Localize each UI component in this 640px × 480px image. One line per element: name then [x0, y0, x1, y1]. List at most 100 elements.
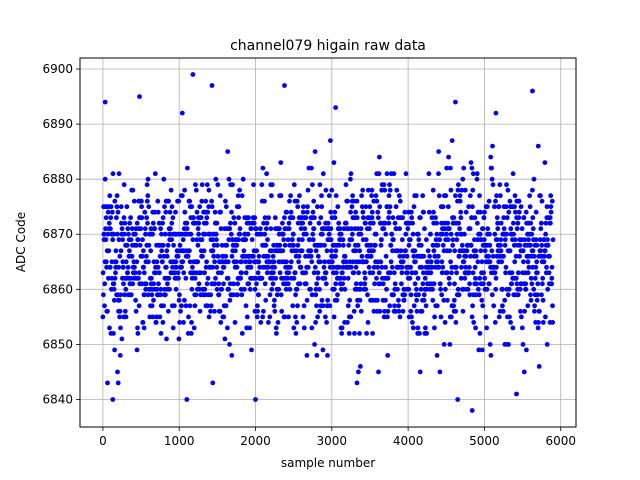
- data-point: [118, 292, 124, 298]
- data-point: [144, 182, 150, 188]
- data-point: [359, 204, 365, 210]
- data-point: [151, 297, 156, 303]
- data-point: [403, 231, 409, 237]
- data-point: [285, 237, 291, 243]
- data-point: [234, 259, 239, 265]
- data-point: [489, 248, 495, 254]
- data-point: [329, 187, 335, 193]
- data-point: [244, 314, 250, 320]
- data-point: [193, 182, 198, 188]
- data-point: [509, 270, 515, 276]
- data-point: [122, 292, 127, 298]
- data-point: [405, 226, 411, 232]
- data-point: [343, 220, 349, 226]
- data-point: [211, 242, 217, 248]
- data-point: [431, 248, 437, 254]
- data-point: [381, 182, 387, 188]
- data-point: [354, 198, 360, 204]
- data-point: [534, 259, 540, 265]
- data-point: [525, 303, 531, 309]
- data-point: [362, 275, 368, 281]
- data-point: [410, 320, 415, 325]
- data-point: [294, 248, 299, 254]
- data-point: [486, 253, 491, 259]
- data-point: [467, 292, 473, 298]
- data-point: [278, 193, 284, 199]
- data-point: [493, 275, 499, 281]
- data-point: [263, 242, 269, 248]
- data-point: [526, 264, 532, 270]
- data-point: [183, 303, 189, 309]
- data-point: [181, 320, 186, 325]
- data-point: [544, 204, 550, 210]
- data-point: [549, 281, 554, 287]
- data-point: [309, 259, 315, 265]
- data-point: [323, 270, 329, 276]
- data-point: [384, 171, 390, 177]
- data-point: [315, 275, 321, 281]
- data-point: [448, 231, 454, 237]
- data-point: [308, 286, 313, 292]
- data-point: [111, 331, 116, 336]
- data-point: [475, 220, 480, 226]
- data-point: [411, 253, 417, 259]
- data-point: [436, 171, 441, 177]
- data-point: [313, 292, 319, 298]
- data-point: [472, 215, 478, 221]
- data-point: [280, 248, 286, 254]
- data-point: [176, 336, 182, 342]
- data-point: [198, 270, 204, 276]
- data-point: [229, 209, 234, 215]
- data-point: [493, 286, 499, 292]
- data-point: [548, 204, 554, 210]
- data-point: [246, 215, 251, 221]
- data-point: [169, 220, 175, 226]
- data-point: [102, 281, 108, 287]
- data-point: [375, 209, 381, 215]
- data-point: [135, 331, 141, 336]
- data-point: [235, 281, 241, 287]
- data-point: [334, 297, 340, 303]
- data-point: [498, 248, 504, 254]
- data-point: [526, 237, 531, 243]
- data-point: [288, 193, 293, 199]
- data-point: [153, 270, 159, 276]
- data-point: [492, 204, 497, 210]
- data-point: [328, 138, 333, 144]
- data-point: [339, 270, 345, 276]
- data-point: [271, 270, 276, 276]
- data-point: [115, 209, 121, 215]
- data-point: [348, 171, 354, 177]
- data-point: [431, 209, 436, 215]
- data-point: [309, 292, 315, 298]
- data-point: [144, 215, 150, 221]
- data-point: [254, 248, 260, 254]
- data-point: [387, 303, 393, 309]
- data-point: [470, 171, 476, 177]
- data-point: [534, 297, 540, 303]
- data-point: [454, 270, 459, 276]
- data-point: [512, 193, 518, 199]
- data-point: [156, 220, 162, 226]
- data-point: [197, 308, 203, 314]
- data-point: [421, 297, 427, 303]
- data-point: [532, 275, 538, 281]
- data-point: [494, 193, 499, 199]
- data-point: [338, 231, 344, 237]
- data-point: [550, 320, 556, 325]
- data-point: [120, 259, 126, 265]
- data-point: [296, 259, 301, 265]
- data-point: [135, 325, 140, 331]
- data-point: [150, 314, 156, 320]
- data-point: [385, 353, 391, 358]
- data-point: [514, 226, 520, 232]
- data-point: [208, 292, 214, 298]
- data-point: [301, 204, 306, 210]
- data-point: [436, 149, 442, 155]
- data-point: [168, 187, 174, 193]
- data-point: [514, 281, 520, 287]
- data-point: [506, 342, 511, 347]
- data-point: [540, 297, 546, 303]
- data-point: [432, 314, 437, 320]
- data-point: [152, 171, 158, 177]
